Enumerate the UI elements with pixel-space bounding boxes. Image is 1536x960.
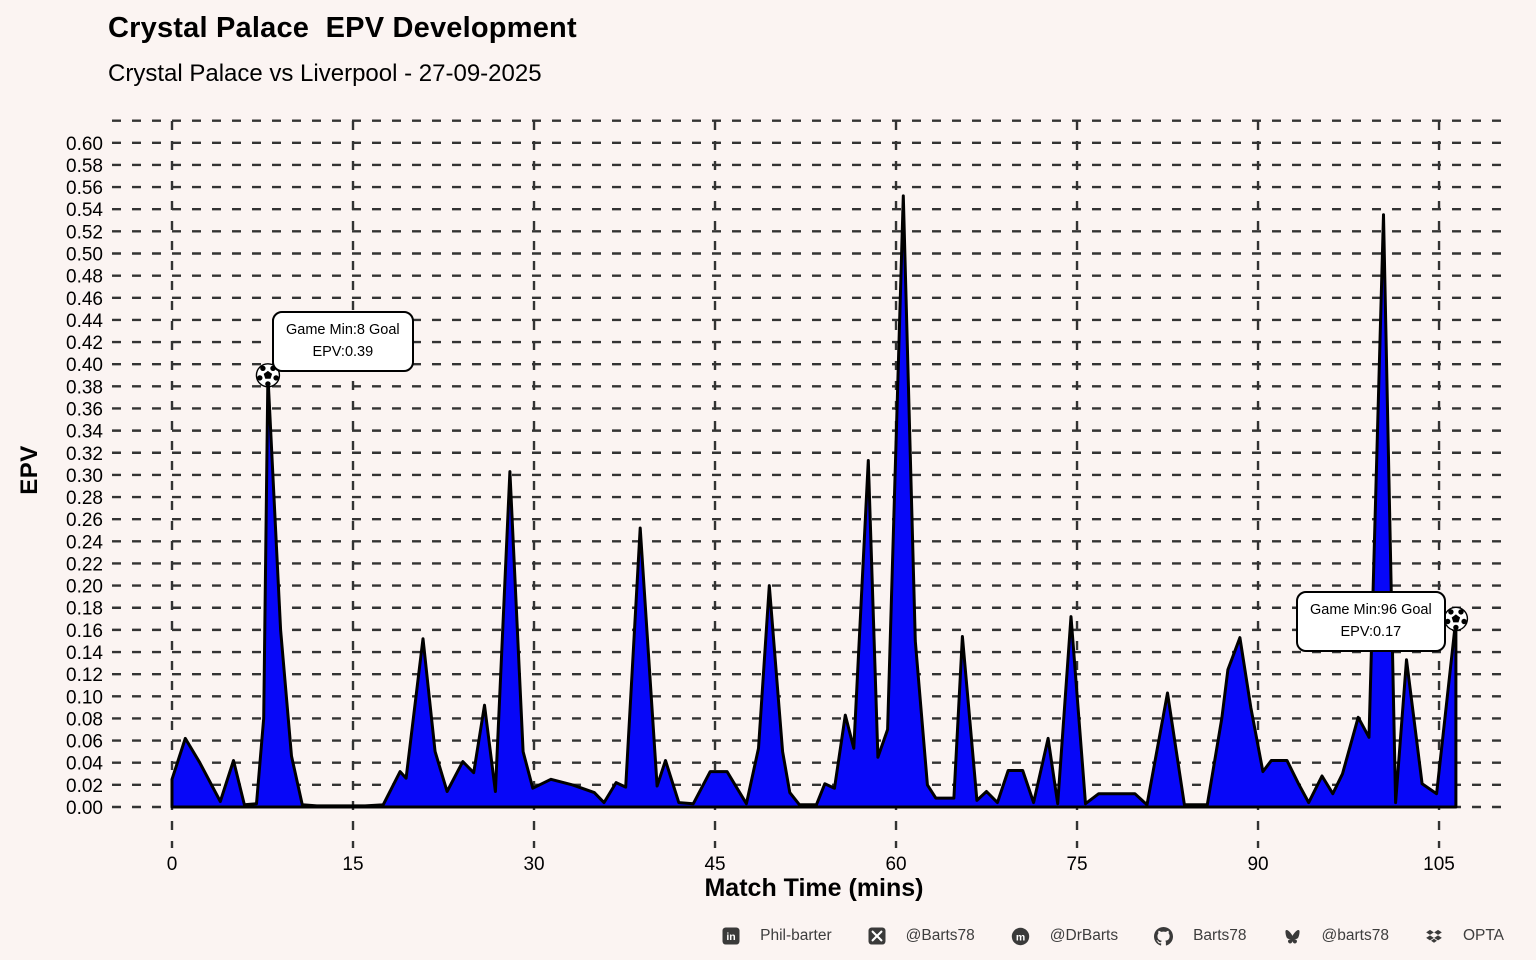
y-tick-label: 0.56 xyxy=(66,178,103,199)
y-tick-label: 0.40 xyxy=(66,355,103,376)
x-icon xyxy=(868,927,886,945)
x-tick-label: 60 xyxy=(885,854,906,875)
svg-text:in: in xyxy=(726,931,735,943)
footer-mastodon-label: @DrBarts xyxy=(1049,927,1119,944)
y-tick-label: 0.18 xyxy=(66,599,103,620)
goal-annotation-min8: Game Min:8 Goal EPV:0.39 xyxy=(272,311,414,372)
y-tick-label: 0.36 xyxy=(66,399,103,420)
y-tick-label: 0.08 xyxy=(66,709,103,730)
goal-annotation-min96: Game Min:96 Goal EPV:0.17 xyxy=(1296,591,1446,652)
goal-annotation-min8-line1: Game Min:8 Goal xyxy=(286,322,400,338)
y-tick-label: 0.00 xyxy=(66,798,103,819)
y-tick-label: 0.04 xyxy=(66,754,103,775)
y-tick-label: 0.14 xyxy=(66,643,103,664)
x-tick-label: 90 xyxy=(1247,854,1268,875)
chart-subtitle: Crystal Palace vs Liverpool - 27-09-2025 xyxy=(108,60,542,87)
x-tick-label: 75 xyxy=(1066,854,1087,875)
bluesky-icon xyxy=(1284,929,1300,943)
goal-marker-ball-icon xyxy=(255,363,281,388)
y-tick-label: 0.54 xyxy=(66,200,103,221)
footer-x[interactable]: @Barts78 xyxy=(868,927,975,945)
goal-annotation-min96-line1: Game Min:96 Goal xyxy=(1310,602,1432,618)
footer-bluesky-label: @barts78 xyxy=(1321,927,1389,944)
y-tick-label: 0.28 xyxy=(66,488,103,509)
footer-x-label: @Barts78 xyxy=(905,927,975,944)
y-tick-label: 0.48 xyxy=(66,267,103,288)
y-tick-label: 0.30 xyxy=(66,466,103,487)
y-tick-label: 0.46 xyxy=(66,289,103,310)
x-axis-title: Match Time (mins) xyxy=(704,874,924,902)
y-tick-label: 0.26 xyxy=(66,510,103,531)
footer-opta[interactable]: OPTA xyxy=(1425,927,1504,945)
y-tick-label: 0.34 xyxy=(66,422,103,443)
y-tick-label: 0.52 xyxy=(66,222,103,243)
social-footer: in Phil-barter @Barts78 m @DrBarts Barts… xyxy=(722,921,1504,951)
github-icon xyxy=(1154,926,1174,946)
footer-linkedin-label: Phil-barter xyxy=(760,927,832,944)
y-tick-label: 0.42 xyxy=(66,333,103,354)
goal-marker-ball-icon xyxy=(1443,606,1469,632)
goal-annotation-min96-line2: EPV:0.17 xyxy=(1340,624,1402,641)
y-tick-label: 0.60 xyxy=(66,134,103,155)
y-tick-label: 0.10 xyxy=(66,687,103,708)
opta-icon xyxy=(1426,929,1442,943)
y-tick-label: 0.50 xyxy=(66,245,103,266)
footer-linkedin[interactable]: in Phil-barter xyxy=(722,927,832,945)
y-axis-title: EPV xyxy=(16,445,43,495)
y-tick-label: 0.06 xyxy=(66,732,103,753)
mastodon-icon: m xyxy=(1011,927,1029,945)
footer-github-label: Barts78 xyxy=(1193,927,1247,944)
svg-text:m: m xyxy=(1016,931,1025,943)
y-tick-label: 0.12 xyxy=(66,665,103,686)
footer-opta-label: OPTA xyxy=(1462,927,1504,944)
y-tick-label: 0.38 xyxy=(66,377,103,398)
y-tick-label: 0.24 xyxy=(66,532,103,553)
y-tick-label: 0.58 xyxy=(66,156,103,177)
y-tick-label: 0.02 xyxy=(66,776,103,797)
y-tick-label: 0.20 xyxy=(66,577,103,598)
linkedin-icon: in xyxy=(722,927,740,945)
y-tick-label: 0.44 xyxy=(66,311,103,332)
chart-title: Crystal Palace EPV Development xyxy=(108,12,577,44)
footer-github[interactable]: Barts78 xyxy=(1154,926,1247,946)
epv-area-series xyxy=(170,194,1458,809)
x-tick-label: 15 xyxy=(342,854,363,875)
x-tick-label: 45 xyxy=(704,854,725,875)
y-tick-label: 0.32 xyxy=(66,444,103,465)
x-tick-label: 30 xyxy=(523,854,544,875)
y-tick-label: 0.22 xyxy=(66,554,103,575)
x-tick-label: 0 xyxy=(167,854,178,875)
goal-annotation-min8-line2: EPV:0.39 xyxy=(312,344,374,361)
x-tick-label: 105 xyxy=(1423,854,1455,875)
footer-mastodon[interactable]: m @DrBarts xyxy=(1011,927,1118,946)
y-tick-label: 0.16 xyxy=(66,621,103,642)
footer-bluesky[interactable]: @barts78 xyxy=(1283,927,1389,945)
